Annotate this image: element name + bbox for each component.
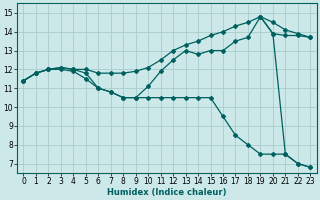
X-axis label: Humidex (Indice chaleur): Humidex (Indice chaleur) xyxy=(107,188,227,197)
